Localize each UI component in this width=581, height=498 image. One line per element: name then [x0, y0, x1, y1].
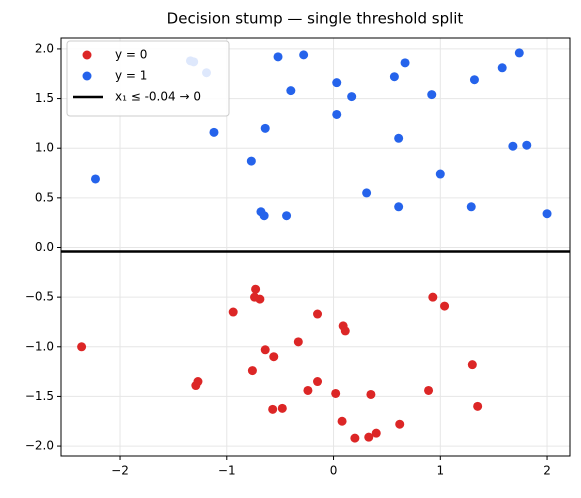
point	[542, 209, 552, 219]
point	[193, 377, 203, 387]
x-tick-label: −2	[111, 464, 129, 478]
y-tick-label: 1.5	[35, 91, 54, 105]
y-tick-label: −2.0	[25, 439, 54, 453]
y-tick-label: −1.5	[25, 389, 54, 403]
x-tick-label: 1	[436, 464, 444, 478]
point	[299, 50, 309, 60]
point	[428, 292, 438, 302]
point	[228, 307, 238, 317]
point	[277, 403, 287, 413]
point	[337, 416, 347, 426]
point	[366, 389, 376, 399]
point	[332, 78, 342, 88]
point	[440, 301, 450, 311]
point	[394, 133, 404, 143]
point	[522, 140, 532, 150]
point	[282, 211, 292, 221]
point	[313, 377, 323, 387]
point	[209, 127, 219, 137]
legend-box	[66, 40, 230, 117]
point	[273, 52, 283, 62]
point	[400, 58, 410, 68]
point	[394, 202, 404, 212]
point	[331, 388, 341, 398]
point	[497, 63, 507, 73]
point	[260, 123, 270, 133]
point	[424, 385, 434, 395]
legend-marker	[82, 50, 92, 60]
legend: y = 0 y = 1 x₁ ≤ -0.04 → 0	[66, 40, 230, 117]
legend-label: y = 1	[115, 69, 147, 83]
point	[473, 401, 483, 411]
point	[251, 284, 261, 294]
point	[514, 48, 524, 58]
y-tick-label: 1.0	[35, 141, 54, 155]
point	[435, 169, 445, 179]
point	[303, 385, 313, 395]
legend-label: y = 0	[115, 48, 147, 62]
y-tick-label: −0.5	[25, 290, 54, 304]
point	[332, 109, 342, 119]
y-tick-label: 0.0	[35, 240, 54, 254]
point	[77, 342, 87, 352]
point	[371, 428, 381, 438]
point	[269, 352, 279, 362]
legend-marker	[82, 71, 92, 81]
point	[286, 86, 296, 96]
point	[246, 156, 256, 166]
point	[293, 337, 303, 347]
point	[268, 404, 278, 414]
point	[466, 202, 476, 212]
x-tick-label: 0	[330, 464, 338, 478]
point	[247, 366, 257, 376]
point	[389, 72, 399, 82]
point	[260, 345, 270, 355]
point	[427, 90, 437, 100]
y-tick-label: −1.0	[25, 339, 54, 353]
point	[313, 309, 323, 319]
x-tick-label: 2	[543, 464, 551, 478]
point	[340, 326, 350, 336]
point	[259, 211, 269, 221]
point	[508, 141, 518, 151]
point	[364, 432, 374, 442]
point	[255, 294, 265, 304]
y-tick-label: 0.5	[35, 190, 54, 204]
point	[347, 92, 357, 102]
chart-title: Decision stump — single threshold split	[167, 10, 464, 28]
plot-frame	[60, 37, 571, 457]
point	[467, 360, 477, 370]
y-tick-label: 2.0	[35, 41, 54, 55]
legend-label: x₁ ≤ -0.04 → 0	[115, 90, 201, 104]
x-tick-label: −1	[218, 464, 236, 478]
point	[362, 188, 372, 198]
point	[350, 433, 360, 443]
point	[469, 75, 479, 85]
point	[90, 174, 100, 184]
point	[395, 419, 405, 429]
